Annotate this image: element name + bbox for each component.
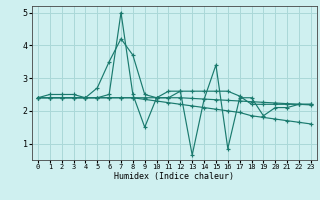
- X-axis label: Humidex (Indice chaleur): Humidex (Indice chaleur): [115, 172, 234, 181]
